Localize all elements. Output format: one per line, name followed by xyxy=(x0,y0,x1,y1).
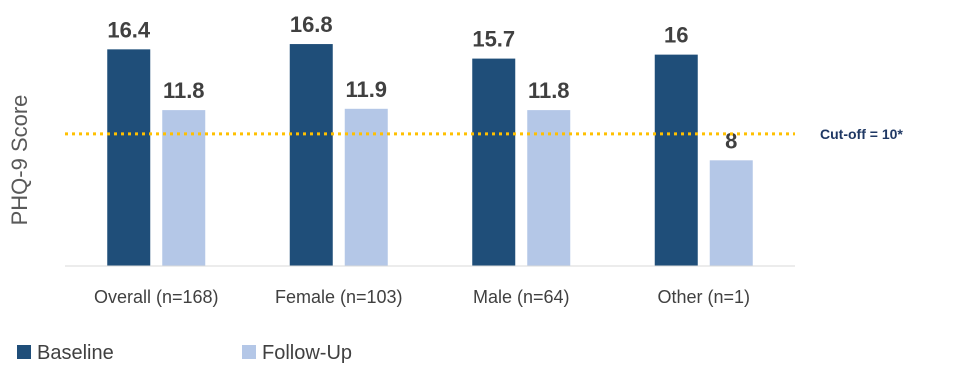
legend-label-follow-up: Follow-Up xyxy=(262,342,352,364)
data-label-follow-up: 11.8 xyxy=(528,78,570,103)
bar-follow-up xyxy=(527,110,571,267)
data-labels: 16.4 11.8 16.8 11.9 15.7 11.8 16 8 xyxy=(107,12,737,153)
bar-baseline xyxy=(654,54,698,267)
bar-follow-up xyxy=(709,160,753,266)
legend: Baseline Follow-Up xyxy=(17,342,352,364)
data-label-baseline: 16.8 xyxy=(290,12,333,37)
data-label-baseline: 16.4 xyxy=(107,17,151,42)
bar-follow-up xyxy=(344,108,388,266)
data-label-follow-up: 11.8 xyxy=(163,78,205,103)
data-label-baseline: 16 xyxy=(664,23,688,48)
legend-swatch-follow-up xyxy=(242,345,256,359)
x-tick-label: Male (n=64) xyxy=(473,287,570,307)
x-tick-label: Other (n=1) xyxy=(657,287,750,307)
bar-baseline xyxy=(472,58,516,266)
cutoff-label: Cut-off = 10* xyxy=(820,126,903,142)
x-tick-labels: Overall (n=168) Female (n=103) Male (n=64)… xyxy=(94,287,750,307)
bar-follow-up xyxy=(162,110,206,267)
bar-baseline xyxy=(289,44,333,266)
data-label-baseline: 15.7 xyxy=(472,27,515,52)
legend-label-baseline: Baseline xyxy=(37,342,114,364)
bar-baseline xyxy=(107,49,151,267)
x-tick-label: Female (n=103) xyxy=(275,287,403,307)
x-tick-label: Overall (n=168) xyxy=(94,287,219,307)
data-label-follow-up: 11.9 xyxy=(345,77,387,102)
legend-swatch-baseline xyxy=(17,345,31,359)
data-label-follow-up: 8 xyxy=(725,128,737,153)
y-axis-label: PHQ-9 Score xyxy=(7,95,32,226)
